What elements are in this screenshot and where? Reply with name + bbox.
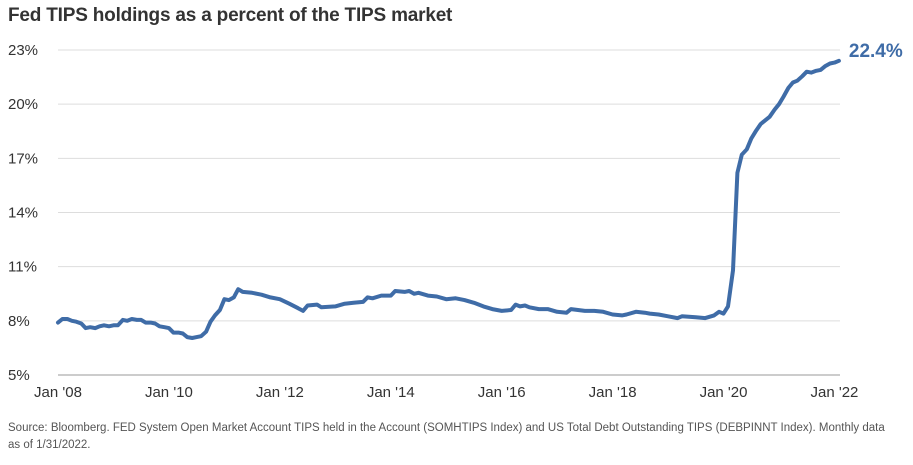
y-axis-ticks: 5% 8% 11% 14% 17% 20% 23%	[8, 42, 38, 384]
x-tick-label: Jan '10	[145, 384, 193, 401]
x-tick-label: Jan '18	[589, 384, 637, 401]
series-line	[56, 58, 841, 340]
x-tick-label: Jan '14	[367, 384, 415, 401]
y-tick-label: 5%	[8, 367, 30, 384]
x-tick-label: Jan '16	[478, 384, 526, 401]
y-tick-label: 17%	[8, 150, 38, 167]
source-note: Source: Bloomberg. FED System Open Marke…	[8, 422, 885, 451]
y-tick-label: 11%	[8, 259, 37, 276]
y-tick-label: 20%	[8, 96, 38, 113]
y-tick-label: 14%	[8, 205, 38, 222]
gridlines	[58, 49, 840, 376]
x-axis-ticks: Jan '08 Jan '10 Jan '12 Jan '14 Jan '16 Jan '…	[34, 384, 858, 401]
y-tick-label: 8%	[8, 313, 30, 330]
x-tick-label: Jan '12	[256, 384, 304, 401]
y-tick-label: 23%	[8, 42, 38, 59]
x-tick-label: Jan '08	[34, 384, 82, 401]
end-value-label: 22.4%	[849, 41, 903, 62]
x-tick-label: Jan '20	[700, 384, 748, 401]
x-tick-label: Jan '22	[811, 384, 859, 401]
chart-title: Fed TIPS holdings as a percent of the TI…	[8, 5, 453, 26]
